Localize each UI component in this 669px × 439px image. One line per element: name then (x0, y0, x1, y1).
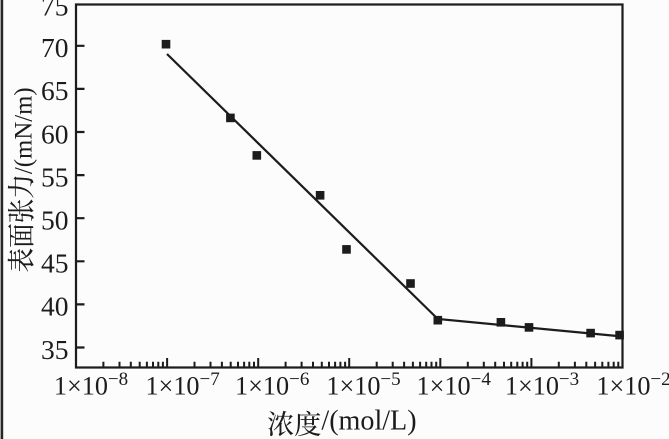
svg-text:1×10−8: 1×10−8 (54, 369, 128, 400)
svg-text:/(mN/m): /(mN/m) (10, 87, 37, 174)
svg-text:/(mol/L): /(mol/L) (321, 405, 416, 436)
svg-text:1×10−4: 1×10−4 (417, 369, 492, 400)
svg-text:75: 75 (41, 0, 69, 21)
svg-text:55: 55 (41, 161, 69, 192)
svg-text:50: 50 (41, 205, 69, 236)
svg-text:1×10−2: 1×10−2 (596, 369, 669, 400)
svg-text:65: 65 (41, 75, 69, 106)
svg-text:60: 60 (41, 118, 69, 149)
svg-text:35: 35 (41, 334, 69, 365)
svg-text:40: 40 (41, 291, 69, 322)
svg-text:70: 70 (41, 32, 69, 63)
svg-text:45: 45 (41, 248, 69, 279)
